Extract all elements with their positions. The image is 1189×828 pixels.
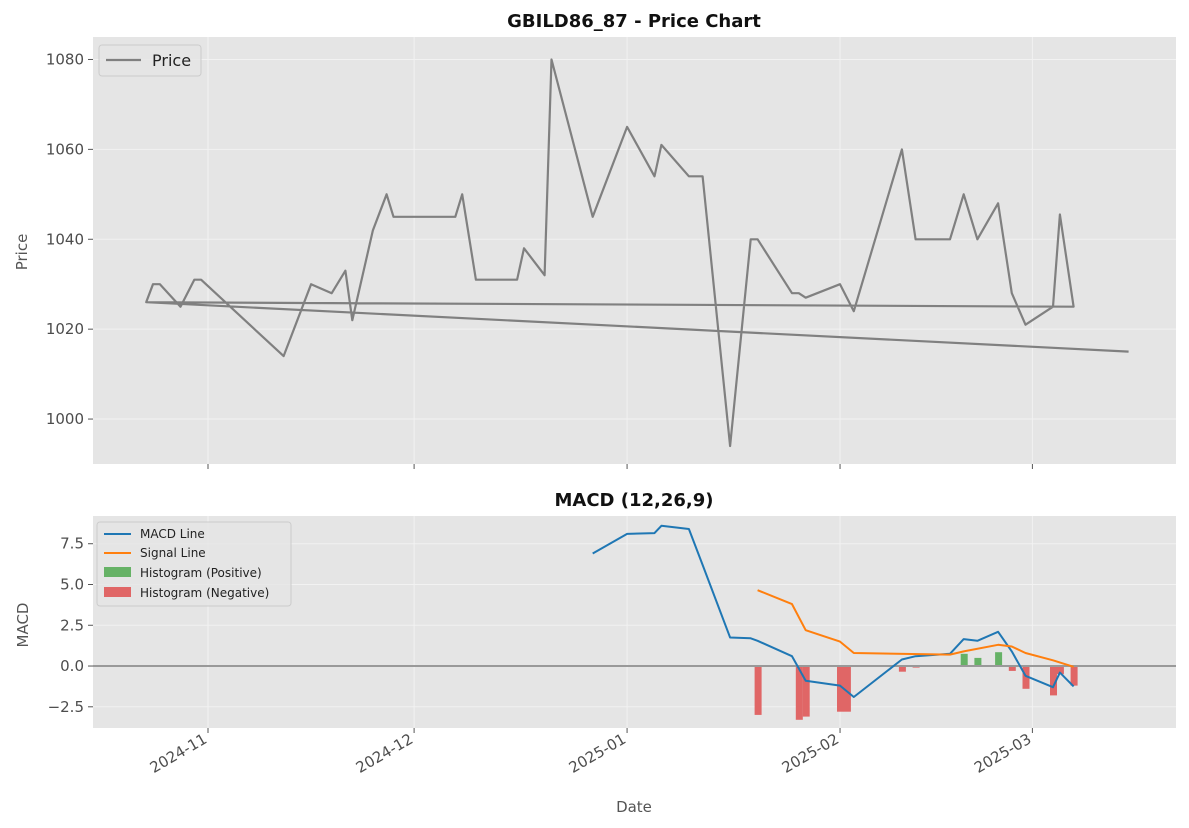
histogram-bar-negative [1022, 666, 1030, 689]
histogram-bar-negative [1070, 666, 1078, 686]
macd-y-ticks: −2.5 0.0 2.5 5.0 7.5 [48, 535, 93, 716]
x-axis-label: Date [616, 798, 652, 816]
price-series [145, 58, 1129, 448]
price-y-ticks: 1000 1020 1040 1060 1080 [46, 50, 93, 428]
y-tick-label: 5.0 [60, 575, 84, 593]
legend-histogram-negative-swatch [104, 587, 131, 597]
histogram-bar-positive [960, 653, 968, 666]
macd-y-axis-label: MACD [14, 603, 32, 648]
macd-line [592, 524, 1075, 698]
histogram-bar-negative [898, 666, 906, 672]
y-tick-label: 1000 [46, 410, 84, 428]
price-grid [93, 37, 1176, 464]
y-tick-label: 1080 [46, 50, 84, 68]
macd-legend: MACD Line Signal Line Histogram (Positiv… [96, 521, 292, 607]
histogram-bar-negative [1056, 666, 1064, 675]
y-tick-label: 1060 [46, 140, 84, 158]
legend-macd-line-label: MACD Line [140, 527, 205, 541]
histogram-bar-positive [974, 657, 982, 667]
y-tick-label: 2.5 [60, 616, 84, 634]
histogram-bar-negative [837, 666, 844, 712]
macd-chart-title: MACD (12,26,9) [554, 490, 713, 511]
histogram-bar-negative [1008, 666, 1016, 671]
signal-line [757, 589, 1074, 668]
price-plot-area [93, 37, 1176, 464]
histogram-bar-negative [795, 666, 803, 720]
y-tick-label: −2.5 [48, 698, 84, 716]
legend-histogram-positive-label: Histogram (Positive) [140, 566, 262, 580]
histogram-bar-positive [995, 652, 1003, 667]
macd-histogram [754, 652, 1078, 720]
legend-signal-line-label: Signal Line [140, 546, 206, 560]
macd-series [592, 524, 1075, 698]
y-tick-label: 1040 [46, 230, 84, 248]
price-chart-title: GBILD86_87 - Price Chart [507, 11, 761, 32]
histogram-bar-negative [754, 666, 762, 715]
legend-price-label: Price [152, 51, 191, 70]
y-tick-label: 0.0 [60, 657, 84, 675]
histogram-bar-negative [802, 666, 810, 717]
legend-histogram-positive-swatch [104, 567, 131, 577]
price-y-axis-label: Price [13, 234, 31, 271]
y-tick-label: 7.5 [60, 535, 84, 553]
price-chart: 1000 1020 1040 1060 1080 GBILD86_87 - Price … [13, 11, 1176, 469]
price-legend-box [98, 44, 202, 77]
macd-legend-box [96, 521, 292, 607]
price-x-ticks [207, 464, 1033, 469]
histogram-bar-negative [843, 666, 851, 712]
legend-histogram-negative-label: Histogram (Negative) [140, 586, 269, 600]
price-legend: Price [98, 44, 202, 77]
price-line [145, 58, 1129, 448]
histogram-bar-negative [1050, 666, 1057, 696]
y-tick-label: 1020 [46, 320, 84, 338]
